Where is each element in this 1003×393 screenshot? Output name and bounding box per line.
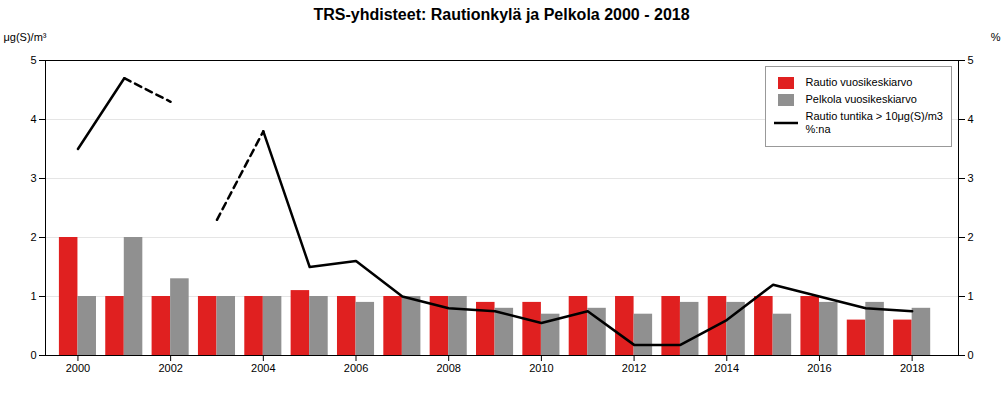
svg-text:0: 0 [30, 349, 36, 361]
svg-text:4: 4 [968, 113, 974, 125]
svg-text:%: % [991, 31, 1001, 43]
html-text:Rautio tuntika > 10μg(S)/m3 %:: Rautio tuntika > 10μg(S)/m3 %:na [805, 109, 943, 136]
svg-text:1: 1 [968, 290, 974, 302]
svg-text:2: 2 [30, 231, 36, 243]
svg-text:3: 3 [968, 172, 974, 184]
svg-text:2006: 2006 [344, 362, 368, 374]
svg-text:5: 5 [968, 54, 974, 66]
svg-text:2014: 2014 [715, 362, 739, 374]
svg-text:1: 1 [30, 290, 36, 302]
svg-text:μg(S)/m³: μg(S)/m³ [4, 31, 47, 43]
svg-text:4: 4 [30, 113, 36, 125]
svg-text:2008: 2008 [436, 362, 460, 374]
html-text:Rautio vuosikeskiarvo: Rautio vuosikeskiarvo [805, 76, 913, 88]
svg-text:2002: 2002 [158, 362, 182, 374]
svg-text:3: 3 [30, 172, 36, 184]
svg-text:2012: 2012 [622, 362, 646, 374]
svg-text:2016: 2016 [807, 362, 831, 374]
svg-text:2018: 2018 [900, 362, 924, 374]
svg-text:5: 5 [30, 54, 36, 66]
svg-text:0: 0 [968, 349, 974, 361]
html-text:TRS-yhdisteet: Rautionkylä ja: TRS-yhdisteet: Rautionkylä ja Pelkola 20… [313, 6, 690, 23]
svg-text:2010: 2010 [529, 362, 553, 374]
svg-text:2004: 2004 [251, 362, 275, 374]
html-text:Pelkola vuosikeskiarvo: Pelkola vuosikeskiarvo [805, 92, 917, 105]
svg-text:2000: 2000 [66, 362, 90, 374]
svg-text:2: 2 [968, 231, 974, 243]
